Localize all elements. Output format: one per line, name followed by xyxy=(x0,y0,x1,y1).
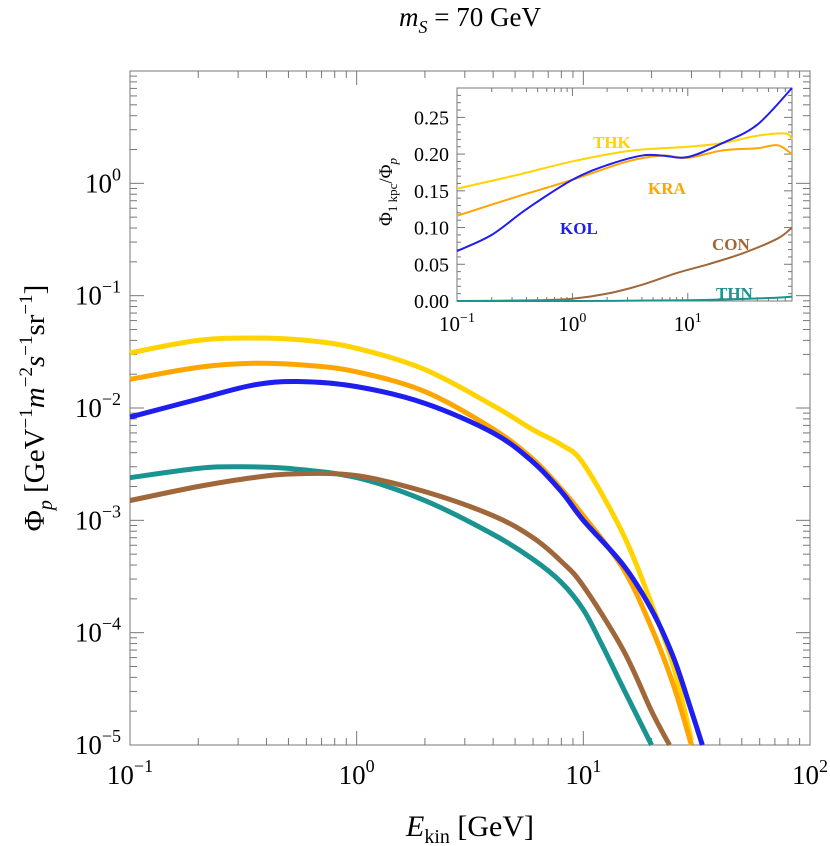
main-y-tick-label: 10−2 xyxy=(75,389,121,423)
main-y-tick-label: 10−4 xyxy=(75,614,121,648)
inset-y-tick-labels: 0.00 0.05 0.10 0.15 0.20 0.25 xyxy=(414,107,449,313)
chart-title: mS = 70 GeV xyxy=(399,2,541,37)
main-x-axis-label: Ekin [GeV] xyxy=(405,810,534,846)
main-series-thk xyxy=(129,335,694,741)
inset-label-thk: THK xyxy=(593,133,632,152)
inset-label-thn: THN xyxy=(716,284,754,303)
inset-y-tick-label: 0.20 xyxy=(414,144,449,166)
inset-y-tick-label: 0.10 xyxy=(414,218,449,240)
main-y-tick-label: 10−3 xyxy=(75,501,121,535)
inset-x-tick-label: 100 xyxy=(558,311,586,336)
inset-y-tick-label: 0.25 xyxy=(414,107,449,129)
main-y-axis-label: Φp [GeV−1m−2s−1sr−1] xyxy=(16,285,57,532)
inset-series-con xyxy=(456,226,793,302)
inset-background xyxy=(457,88,792,301)
inset-label-kra: KRA xyxy=(648,179,687,198)
inset-axis-ticks xyxy=(456,88,793,302)
main-series-kra xyxy=(129,360,694,746)
inset-curves xyxy=(456,87,793,303)
main-x-tick-labels: 10−1 100 101 102 xyxy=(107,756,828,790)
inset-y-tick-label: 0.00 xyxy=(414,291,449,313)
inset-label-kol: KOL xyxy=(560,219,598,238)
main-x-tick-label: 10−1 xyxy=(107,756,153,790)
main-series-kol xyxy=(129,378,705,746)
main-y-tick-label: 100 xyxy=(85,164,121,198)
inset-label-con: CON xyxy=(712,235,751,254)
main-x-tick-label: 101 xyxy=(565,756,601,790)
main-x-tick-label: 100 xyxy=(339,756,375,790)
main-y-tick-label: 10−5 xyxy=(75,726,121,760)
main-x-tick-label: 102 xyxy=(792,756,828,790)
inset-x-tick-label: 101 xyxy=(674,311,702,336)
main-axis-ticks xyxy=(129,71,810,746)
inset-y-tick-label: 0.05 xyxy=(414,254,449,276)
inset-series-thn xyxy=(456,295,793,303)
inset-x-tick-labels: 10−1 100 101 xyxy=(439,311,702,336)
main-series-thn xyxy=(129,464,654,747)
inset-series-kol xyxy=(456,87,793,252)
inset-x-tick-label: 10−1 xyxy=(439,311,475,336)
main-y-tick-labels: 10−5 10−4 10−3 10−2 10−1 100 xyxy=(75,164,121,760)
inset-y-axis-label: Φ1 kpc/Φp xyxy=(376,157,400,226)
inset-y-tick-label: 0.15 xyxy=(414,181,449,203)
inset-series-thk xyxy=(456,132,793,190)
main-series-con xyxy=(129,470,672,747)
main-curves xyxy=(129,335,705,747)
main-y-tick-label: 10−1 xyxy=(75,277,121,311)
